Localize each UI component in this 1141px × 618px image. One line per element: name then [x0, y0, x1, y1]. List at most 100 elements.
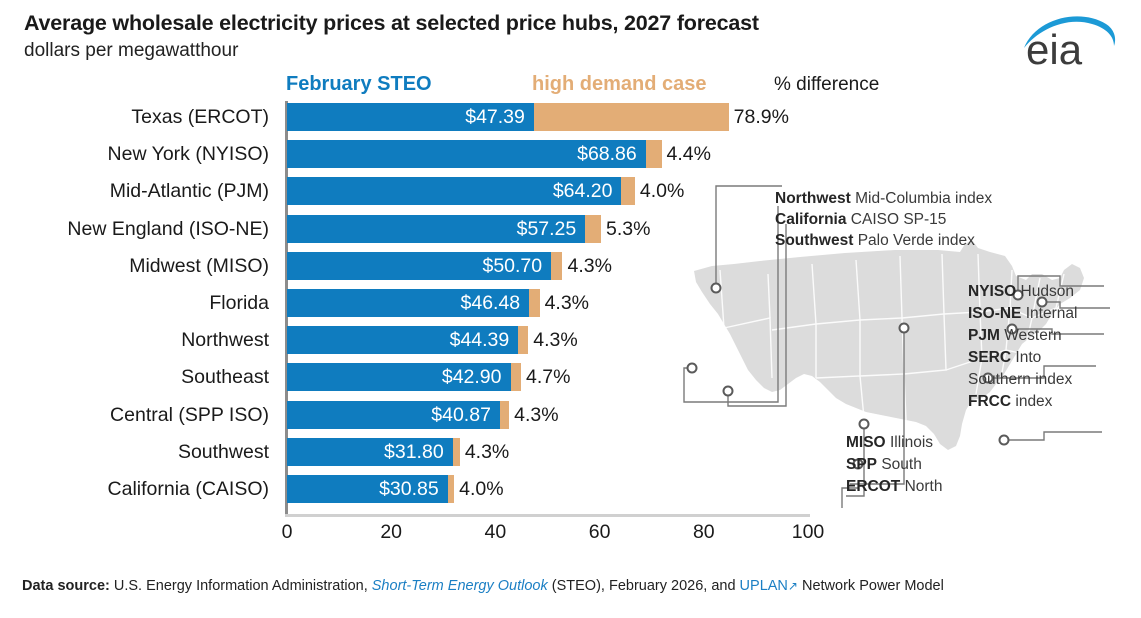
pct-difference-label: 4.0% — [459, 478, 504, 500]
bar-value-label: $46.48 — [460, 292, 521, 314]
x-axis-line — [285, 514, 810, 517]
eia-logo: eia — [1018, 8, 1126, 73]
map-code-frcc: FRCC — [968, 393, 1012, 410]
map-desc-serc: Into — [1015, 349, 1042, 366]
bar-segment-february-steo[interactable] — [287, 437, 453, 466]
bar-value-label: $44.39 — [449, 329, 510, 352]
map-callout-miso: MISO Illinois — [846, 434, 933, 452]
bar-row: Southwest $31.80 4.3% — [0, 437, 1141, 466]
category-label: New England (ISO-NE) — [67, 217, 269, 240]
category-label: New York (NYISO) — [107, 143, 269, 166]
y-axis-line — [285, 101, 288, 516]
category-label: Florida — [209, 292, 269, 314]
us-map-shape — [694, 240, 1084, 450]
category-label: California (CAISO) — [107, 478, 269, 500]
pct-difference-label: 4.4% — [666, 143, 711, 166]
bar-value-label: $31.80 — [384, 440, 444, 463]
bar-segment-february-steo[interactable] — [287, 363, 511, 392]
map-callout-pjm: PJM Western — [968, 327, 1062, 345]
pct-difference-label: 4.3% — [514, 403, 559, 426]
category-label: Mid-Atlantic (PJM) — [109, 180, 269, 203]
map-callout-nyiso: NYISO Hudson — [968, 283, 1074, 301]
pct-difference-label: 4.3% — [544, 292, 590, 314]
pct-difference-label: 4.3% — [567, 254, 612, 277]
pct-difference-label: 4.3% — [464, 440, 510, 463]
bar-value-label: $68.86 — [577, 143, 637, 166]
map-code-northwest: Northwest — [775, 190, 851, 207]
map-callout-spp: SPP South — [846, 456, 922, 474]
bar-row: Northwest $44.39 4.3% — [0, 326, 1141, 355]
footer-part3: Network Power Model — [797, 578, 944, 594]
bar-segment-high-demand-case[interactable] — [585, 214, 602, 243]
map-callout-ercot: ERCOT North — [846, 478, 942, 496]
pct-difference-label: 78.9% — [733, 106, 789, 128]
pct-difference-label: 4.3% — [533, 329, 578, 352]
map-code-spp: SPP — [846, 456, 878, 473]
bar-row: New York (NYISO) $68.86 4.4% — [0, 140, 1141, 169]
bar-segment-high-demand-case[interactable] — [533, 103, 729, 131]
map-code-southwest: Southwest — [775, 232, 854, 249]
footer-uplan-link[interactable]: UPLAN — [739, 578, 788, 594]
bar-segment-february-steo[interactable] — [287, 289, 530, 317]
footer-label: Data source: — [22, 578, 110, 594]
bar-segment-february-steo[interactable] — [287, 214, 586, 243]
bar-value-label: $50.70 — [482, 254, 543, 277]
pct-difference-label: 4.0% — [639, 180, 685, 203]
category-label: Northwest — [181, 329, 269, 352]
bar-value-label: $42.90 — [441, 366, 502, 389]
bar-row: Central (SPP ISO) $40.87 4.3% — [0, 400, 1141, 429]
bar-value-label: $57.25 — [516, 217, 577, 240]
map-leader-lines — [683, 185, 1110, 508]
footer-italic-title[interactable]: Short-Term Energy Outlook — [371, 578, 548, 594]
bar-segment-february-steo[interactable] — [287, 103, 534, 131]
map-markers — [686, 282, 1048, 470]
bar-segment-high-demand-case[interactable] — [452, 437, 460, 466]
map-desc-california: CAISO SP-15 — [850, 211, 947, 228]
bar-segment-high-demand-case[interactable] — [510, 363, 522, 392]
map-callout-serc: SERC Into — [968, 349, 1041, 367]
map-callout-isone: ISO-NE Internal — [968, 305, 1077, 323]
map-callout-southwest: Southwest Palo Verde index — [775, 232, 975, 250]
x-axis-tick-label: 100 — [791, 521, 825, 543]
bar-segment-february-steo[interactable] — [287, 177, 622, 206]
page-subtitle: dollars per megawatthour — [24, 40, 239, 61]
bar-row: Texas (ERCOT) $47.39 78.9% — [0, 103, 1141, 131]
x-axis-tick-label: 60 — [588, 521, 611, 543]
pct-difference-label: 4.7% — [526, 366, 571, 389]
bar-row: Mid-Atlantic (PJM) $64.20 4.0% — [0, 177, 1141, 206]
bar-segment-high-demand-case[interactable] — [551, 251, 563, 280]
bar-segment-high-demand-case[interactable] — [518, 326, 529, 355]
bar-segment-february-steo[interactable] — [287, 475, 448, 503]
map-code-pjm: PJM — [968, 327, 1000, 344]
map-desc-pjm: Western — [1004, 327, 1062, 344]
bar-segment-february-steo[interactable] — [287, 140, 646, 169]
map-code-miso: MISO — [846, 434, 886, 451]
category-label: Texas (ERCOT) — [131, 106, 269, 128]
bar-segment-february-steo[interactable] — [287, 251, 552, 280]
category-label: Southwest — [177, 440, 269, 463]
bar-segment-high-demand-case[interactable] — [499, 400, 510, 429]
bar-segment-february-steo[interactable] — [287, 400, 500, 429]
bar-value-label: $47.39 — [465, 106, 525, 128]
map-code-california: California — [775, 211, 847, 228]
map-callout-northwest: Northwest Mid-Columbia index — [775, 190, 992, 208]
x-axis-tick-label: 40 — [484, 521, 507, 543]
external-link-icon: ↗ — [787, 579, 798, 593]
bar-value-label: $30.85 — [379, 478, 439, 500]
bar-segment-high-demand-case[interactable] — [529, 289, 540, 317]
bar-segment-february-steo[interactable] — [287, 326, 519, 355]
bar-segment-high-demand-case[interactable] — [621, 177, 635, 206]
x-axis-tick-label: 20 — [380, 521, 403, 543]
bar-row: Southeast $42.90 4.7% — [0, 363, 1141, 392]
map-desc-miso: Illinois — [889, 434, 934, 451]
bar-segment-high-demand-case[interactable] — [447, 475, 455, 503]
bar-row: Midwest (MISO) $50.70 4.3% — [0, 251, 1141, 280]
map-desc-isone: Internal — [1025, 305, 1078, 322]
page-title: Average wholesale electricity prices at … — [24, 11, 759, 35]
legend-high-demand-case: high demand case — [532, 73, 707, 95]
bar-segment-high-demand-case[interactable] — [645, 140, 662, 169]
footer-source: Data source: U.S. Energy Information Adm… — [22, 578, 944, 594]
us-map-inset — [660, 178, 1130, 508]
map-desc-northwest: Mid-Columbia index — [855, 190, 993, 207]
